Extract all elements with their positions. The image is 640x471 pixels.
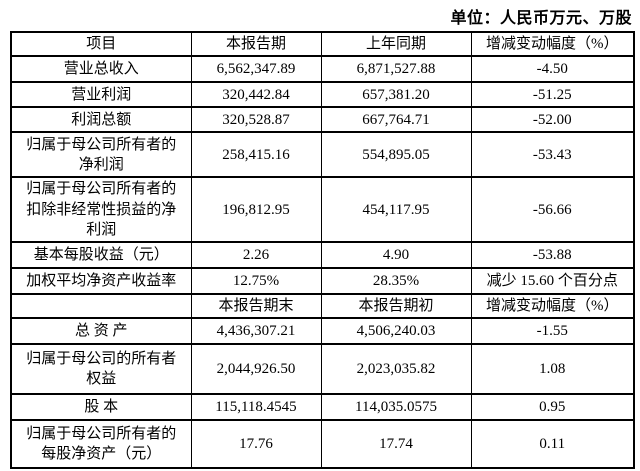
row-label: 归属于母公司所有者的扣除非经常性损益的净利润 bbox=[10, 176, 192, 243]
column-header-item: 项目 bbox=[10, 30, 192, 58]
table-row-net-assets-per-share: 归属于母公司所有者的每股净资产（元） 17.76 17.74 0.11 bbox=[10, 419, 635, 470]
table-row-owners-equity-parent: 归属于母公司的所有者权益 2,044,926.50 2,023,035.82 1… bbox=[10, 343, 635, 396]
value-prior: 114,035.0575 bbox=[320, 393, 472, 422]
value-current: 2.26 bbox=[190, 241, 322, 269]
value-prior: 454,117.95 bbox=[320, 176, 472, 243]
value-change: -56.66 bbox=[470, 176, 635, 243]
column-header-prior-period: 上年同期 bbox=[320, 30, 472, 58]
value-prior: 6,871,527.88 bbox=[320, 55, 472, 84]
value-change: 1.08 bbox=[470, 343, 635, 396]
table-subheader-row: 本报告期末 本报告期初 增减变动幅度（%） bbox=[10, 292, 635, 320]
value-change: -51.25 bbox=[470, 81, 635, 109]
financial-summary-table: 项目 本报告期 上年同期 增减变动幅度（%） 营业总收入 6,562,347.8… bbox=[10, 30, 635, 470]
row-label: 归属于母公司所有者的每股净资产（元） bbox=[10, 419, 192, 470]
row-label: 基本每股收益（元） bbox=[10, 241, 192, 269]
value-prior: 4,506,240.03 bbox=[320, 317, 472, 346]
table-header-row: 项目 本报告期 上年同期 增减变动幅度（%） bbox=[10, 30, 635, 58]
value-prior: 17.74 bbox=[320, 419, 472, 470]
row-label: 归属于母公司的所有者权益 bbox=[10, 343, 192, 396]
value-prior: 667,764.71 bbox=[320, 106, 472, 134]
table-row-net-profit-parent: 归属于母公司所有者的净利润 258,415.16 554,895.05 -53.… bbox=[10, 131, 635, 179]
value-current: 2,044,926.50 bbox=[190, 343, 322, 396]
table-row-total-profit: 利润总额 320,528.87 667,764.71 -52.00 bbox=[10, 106, 635, 134]
unit-note: 单位：人民币万元、万股 bbox=[450, 10, 632, 27]
row-label: 股 本 bbox=[10, 393, 192, 422]
table-row-operating-profit: 营业利润 320,442.84 657,381.20 -51.25 bbox=[10, 81, 635, 109]
value-change: -1.55 bbox=[470, 317, 635, 346]
table-row-share-capital: 股 本 115,118.4545 114,035.0575 0.95 bbox=[10, 393, 635, 422]
value-current: 6,562,347.89 bbox=[190, 55, 322, 84]
table-row-total-revenue: 营业总收入 6,562,347.89 6,871,527.88 -4.50 bbox=[10, 55, 635, 84]
sub-header-change-pct: 增减变动幅度（%） bbox=[470, 292, 635, 320]
row-label: 营业总收入 bbox=[10, 55, 192, 84]
value-change: -52.00 bbox=[470, 106, 635, 134]
value-prior: 554,895.05 bbox=[320, 131, 472, 179]
column-header-current-period: 本报告期 bbox=[190, 30, 322, 58]
value-change: 0.95 bbox=[470, 393, 635, 422]
sub-header-period-begin: 本报告期初 bbox=[320, 292, 472, 320]
value-change: -4.50 bbox=[470, 55, 635, 84]
row-label: 总 资 产 bbox=[10, 317, 192, 346]
value-current: 320,442.84 bbox=[190, 81, 322, 109]
value-current: 115,118.4545 bbox=[190, 393, 322, 422]
value-change: -53.88 bbox=[470, 241, 635, 269]
value-current: 258,415.16 bbox=[190, 131, 322, 179]
value-prior: 28.35% bbox=[320, 267, 472, 295]
row-label: 营业利润 bbox=[10, 81, 192, 109]
table-row-basic-eps: 基本每股收益（元） 2.26 4.90 -53.88 bbox=[10, 241, 635, 269]
row-label: 归属于母公司所有者的净利润 bbox=[10, 131, 192, 179]
value-change: -53.43 bbox=[470, 131, 635, 179]
value-current: 17.76 bbox=[190, 419, 322, 470]
value-current: 4,436,307.21 bbox=[190, 317, 322, 346]
sub-header-period-end: 本报告期末 bbox=[190, 292, 322, 320]
value-change: 0.11 bbox=[470, 419, 635, 470]
table-row-weighted-roe: 加权平均净资产收益率 12.75% 28.35% 减少 15.60 个百分点 bbox=[10, 267, 635, 295]
value-current: 196,812.95 bbox=[190, 176, 322, 243]
value-current: 320,528.87 bbox=[190, 106, 322, 134]
row-label: 加权平均净资产收益率 bbox=[10, 267, 192, 295]
table-row-total-assets: 总 资 产 4,436,307.21 4,506,240.03 -1.55 bbox=[10, 317, 635, 346]
value-change: 减少 15.60 个百分点 bbox=[470, 267, 635, 295]
value-current: 12.75% bbox=[190, 267, 322, 295]
value-prior: 2,023,035.82 bbox=[320, 343, 472, 396]
table-row-net-profit-deducted: 归属于母公司所有者的扣除非经常性损益的净利润 196,812.95 454,11… bbox=[10, 176, 635, 243]
value-prior: 657,381.20 bbox=[320, 81, 472, 109]
row-label: 利润总额 bbox=[10, 106, 192, 134]
column-header-change-pct: 增减变动幅度（%） bbox=[470, 30, 635, 58]
value-prior: 4.90 bbox=[320, 241, 472, 269]
sub-header-empty-cell bbox=[10, 292, 192, 320]
